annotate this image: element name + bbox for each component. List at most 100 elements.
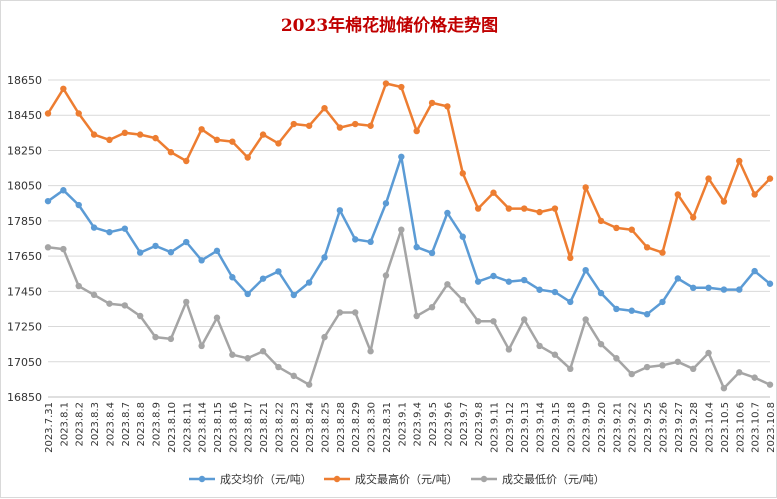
data-point-series-2 <box>244 154 251 161</box>
data-point-series-2 <box>689 214 697 221</box>
x-tick-label: 2023.9.27 <box>674 402 685 453</box>
data-point-series-2 <box>659 249 666 256</box>
data-point-series-1 <box>643 311 651 318</box>
x-tick-label: 2023.8.11 <box>182 402 193 453</box>
data-point-series-3 <box>705 349 712 357</box>
data-point-series-2 <box>352 120 359 128</box>
data-point-series-3 <box>198 342 205 350</box>
data-point-series-1 <box>674 275 682 282</box>
data-point-series-1 <box>567 298 574 306</box>
data-point-series-1 <box>336 207 344 214</box>
x-tick-label: 2023.9.18 <box>566 402 577 453</box>
data-point-series-1 <box>689 284 697 292</box>
data-point-series-2 <box>736 157 743 165</box>
data-point-series-2 <box>167 149 175 156</box>
x-tick-label: 2023.9.7 <box>459 402 470 447</box>
data-point-series-1 <box>505 278 513 285</box>
data-point-series-2 <box>582 184 589 191</box>
x-tick-label: 2023.9.26 <box>658 402 669 453</box>
data-point-series-3 <box>229 351 236 358</box>
data-point-series-3 <box>44 244 52 251</box>
data-point-series-2 <box>613 224 620 232</box>
data-point-series-3 <box>106 300 113 307</box>
data-point-series-3 <box>367 348 374 355</box>
data-point-series-2 <box>521 205 528 212</box>
data-point-series-2 <box>136 131 144 138</box>
x-tick-label: 2023.9.5 <box>428 402 439 447</box>
legend-label: 成交均价（元/吨） <box>220 472 312 486</box>
data-point-series-1 <box>75 201 82 209</box>
data-point-series-3 <box>152 333 159 341</box>
data-point-series-2 <box>428 99 436 107</box>
data-point-series-3 <box>444 281 451 288</box>
data-point-series-1 <box>428 249 436 257</box>
data-point-series-2 <box>259 131 267 138</box>
x-tick-label: 2023.9.4 <box>413 402 424 447</box>
data-point-series-2 <box>505 205 513 212</box>
chart-title: 2023年棉花抛储价格走势图 <box>280 16 499 36</box>
data-point-series-2 <box>474 205 482 212</box>
x-tick-label: 2023.9.1 <box>397 402 408 447</box>
data-point-series-2 <box>44 110 52 117</box>
data-point-series-3 <box>290 372 297 380</box>
data-point-series-1 <box>136 249 144 256</box>
data-point-series-3 <box>336 309 344 316</box>
y-tick-label: 18650 <box>7 74 42 87</box>
data-point-series-2 <box>60 85 67 93</box>
x-tick-label: 2023.8.14 <box>198 402 209 453</box>
data-point-series-1 <box>720 286 728 293</box>
x-tick-label: 2023.8.10 <box>167 402 178 453</box>
data-point-series-1 <box>198 257 205 264</box>
data-point-series-3 <box>628 370 635 378</box>
data-point-series-1 <box>444 209 451 217</box>
data-point-series-1 <box>259 275 267 282</box>
x-tick-label: 2023.9.15 <box>551 402 562 453</box>
data-point-series-1 <box>152 242 159 250</box>
x-tick-label: 2023.8.16 <box>228 402 239 453</box>
x-tick-label: 2023.9.22 <box>628 402 639 453</box>
x-tick-label: 2023.8.31 <box>382 402 393 453</box>
data-point-series-1 <box>321 254 328 261</box>
data-point-series-2 <box>121 129 129 137</box>
data-point-series-2 <box>290 120 297 128</box>
legend-label: 成交最低价（元/吨） <box>502 472 605 486</box>
x-tick-label: 2023.8.15 <box>213 402 224 453</box>
data-point-series-2 <box>567 254 574 262</box>
data-point-series-2 <box>106 136 113 144</box>
legend-swatch-marker <box>333 475 341 483</box>
data-point-series-3 <box>720 384 728 392</box>
data-point-series-2 <box>321 104 328 112</box>
data-point-series-3 <box>659 362 666 369</box>
data-point-series-3 <box>643 363 651 371</box>
data-point-series-3 <box>352 309 359 316</box>
data-point-series-1 <box>582 267 589 274</box>
data-point-series-1 <box>398 153 405 160</box>
x-tick-label: 2023.9.12 <box>505 402 516 453</box>
x-tick-label: 2023.10.6 <box>735 402 746 453</box>
data-point-series-1 <box>60 187 67 194</box>
data-point-series-1 <box>597 289 605 297</box>
y-tick-label: 18450 <box>7 109 42 122</box>
x-tick-label: 2023.10.7 <box>751 402 762 453</box>
y-tick-label: 17050 <box>7 356 42 369</box>
x-tick-label: 2023.8.8 <box>136 402 147 447</box>
data-point-series-1 <box>382 200 390 207</box>
data-point-series-3 <box>459 296 466 304</box>
x-tick-label: 2023.8.17 <box>244 402 255 453</box>
data-point-series-2 <box>551 205 559 212</box>
data-point-series-1 <box>628 307 635 314</box>
data-point-series-2 <box>198 126 205 133</box>
series-line-2 <box>46 82 771 260</box>
data-point-series-2 <box>459 170 466 177</box>
y-tick-label: 17250 <box>7 321 42 334</box>
data-point-series-1 <box>275 268 282 275</box>
data-point-series-3 <box>521 316 528 323</box>
data-point-series-1 <box>90 224 98 231</box>
data-point-series-1 <box>613 305 620 313</box>
data-point-series-3 <box>413 312 420 320</box>
data-point-series-1 <box>705 284 712 292</box>
legend-swatch-marker <box>480 475 488 483</box>
x-tick-label: 2023.9.20 <box>597 402 608 453</box>
data-point-series-1 <box>305 279 313 286</box>
